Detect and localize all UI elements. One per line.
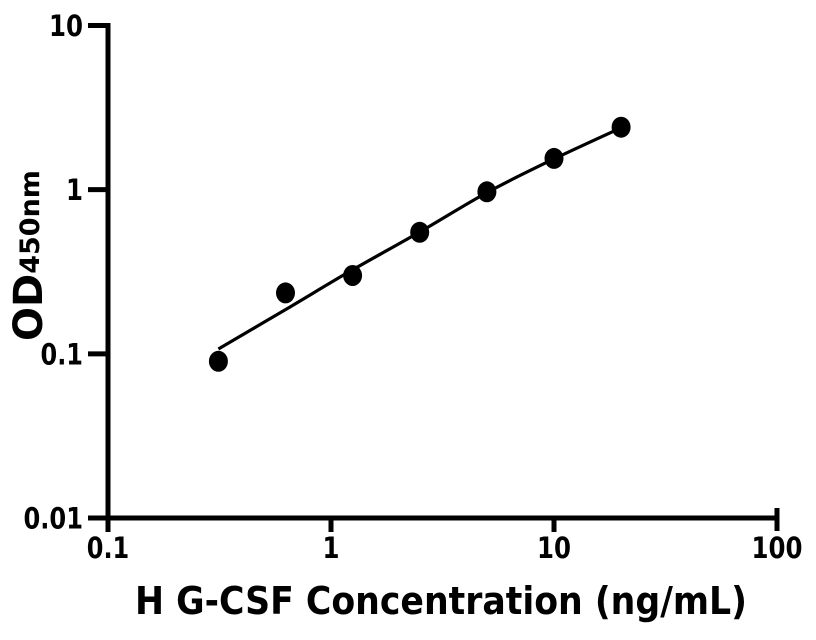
x-tick-label-10: 10: [537, 531, 571, 565]
y-tick-label-10: 10: [49, 9, 83, 43]
x-tick-label-100: 100: [752, 531, 803, 565]
data-point-marker: [477, 181, 497, 203]
x-axis-title: H G-CSF Concentration (ng/mL): [135, 579, 747, 623]
y-tick-label-0.01: 0.01: [24, 502, 84, 536]
data-layer: [208, 116, 631, 372]
y-axis-title: OD450nm: [6, 170, 52, 341]
y-axis-title-subscript: 450nm: [15, 170, 46, 274]
svg-text:OD450nm: OD450nm: [6, 170, 52, 341]
y-tick-label-0.1: 0.1: [41, 337, 84, 371]
data-point-marker: [544, 147, 564, 169]
x-tick-label-1: 1: [323, 531, 340, 565]
data-point-marker: [611, 116, 631, 138]
data-point-marker: [343, 265, 363, 286]
data-point-marker: [410, 221, 430, 243]
y-tick-label-1: 1: [66, 173, 83, 207]
y-axis-title-base: OD: [6, 274, 52, 341]
data-point-marker: [276, 282, 295, 304]
data-point-marker: [208, 350, 228, 372]
x-tick-label-0.1: 0.1: [87, 531, 130, 565]
